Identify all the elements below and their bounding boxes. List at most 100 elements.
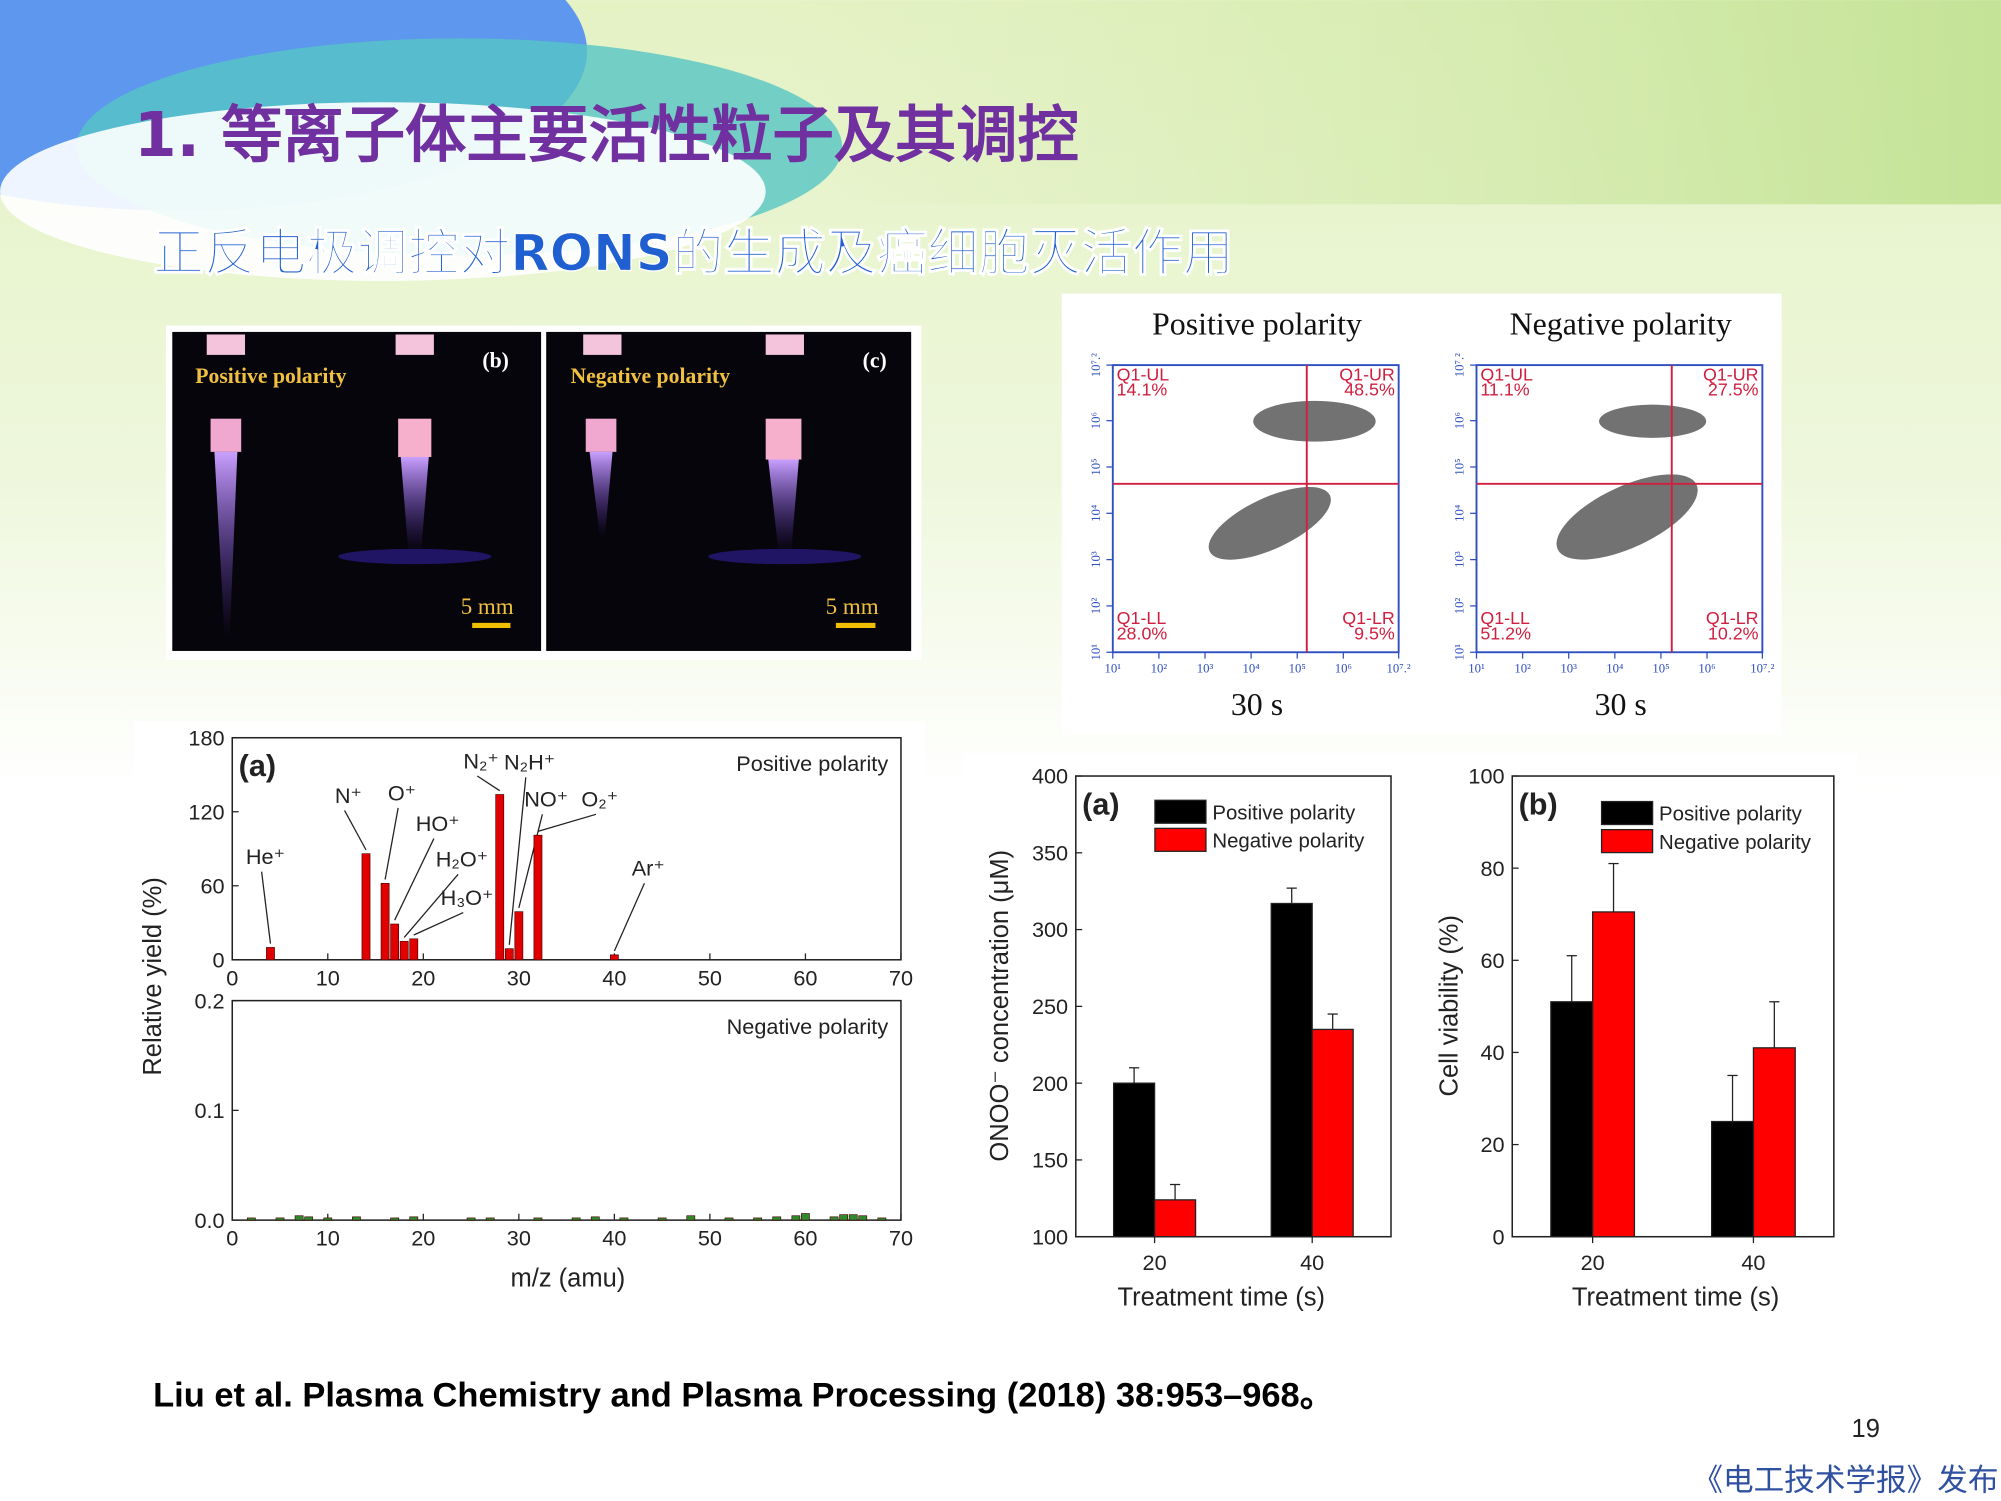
bar <box>466 1217 476 1221</box>
quadrant-name: Q1-LR <box>1342 608 1395 628</box>
panel-note: Positive polarity <box>736 751 888 776</box>
flow-tick-label: 10⁵ <box>1089 458 1103 475</box>
x-tick-label: 70 <box>889 965 913 990</box>
y-tick-label: 20 <box>1480 1132 1504 1157</box>
photo-label: Positive polarity <box>195 364 346 388</box>
bar <box>1270 902 1313 1238</box>
legend-label: Positive polarity <box>1659 804 1803 826</box>
x-axis-label: m/z (amu) <box>510 1264 625 1292</box>
legend-label: Negative polarity <box>1212 830 1365 852</box>
bar <box>801 1213 810 1221</box>
x-tick-label: 20 <box>1581 1250 1605 1275</box>
bar <box>753 1217 763 1221</box>
flow-tick-label: 10² <box>1514 662 1531 676</box>
peak-label: Ar⁺ <box>632 856 665 881</box>
quadrant-name: Q1-LR <box>1706 608 1759 628</box>
peak-label: N₂H⁺ <box>504 750 555 775</box>
slide-title: 1. 等离子体主要活性粒子及其调控 <box>134 100 1079 171</box>
y-tick-label: 100 <box>1032 1224 1068 1249</box>
bar <box>686 1215 696 1221</box>
peak-label: H₃O⁺ <box>441 885 494 910</box>
flow-tick-label: 10³ <box>1197 662 1214 676</box>
bar <box>829 1216 839 1221</box>
bar <box>1550 1001 1594 1238</box>
bar <box>485 1217 495 1221</box>
quadrant-value: 27.5% <box>1708 380 1759 400</box>
plasma-jets <box>206 334 876 636</box>
flow-tick-label: 10⁶ <box>1089 412 1103 429</box>
y-tick-label: 0 <box>213 947 225 972</box>
bar <box>514 911 524 961</box>
photo-label: Negative polarity <box>570 364 730 388</box>
flow-tick-label: 10³ <box>1453 551 1467 568</box>
page-number: 19 <box>1852 1415 1880 1443</box>
y-tick-label: 0.2 <box>194 988 224 1013</box>
bar <box>361 853 371 961</box>
flow-tick-label: 10¹ <box>1468 662 1485 676</box>
peak-arrow <box>403 873 459 938</box>
quadrant-name: Q1-LL <box>1117 608 1167 628</box>
peak-label: N⁺ <box>335 783 362 808</box>
peak-label: O⁺ <box>388 780 416 805</box>
peak-arrow <box>537 813 597 832</box>
flow-tick-label: 10¹ <box>1089 644 1103 661</box>
bar <box>495 794 505 961</box>
panel-note: Negative polarity <box>727 1014 889 1039</box>
bar <box>533 1217 543 1221</box>
y-tick-label: 40 <box>1480 1040 1504 1065</box>
x-tick-label: 70 <box>889 1226 913 1251</box>
flow-tick-label: 10² <box>1089 597 1103 614</box>
flow-tick-label: 10⁵ <box>1289 662 1306 676</box>
photo-tag: (c) <box>863 349 887 373</box>
bar <box>772 1216 782 1221</box>
bar <box>1311 1028 1354 1238</box>
scale-label: 5 mm <box>826 594 879 619</box>
x-tick-label: 0 <box>226 1226 238 1251</box>
quadrant-value: 51.2% <box>1480 623 1531 643</box>
flow-tick-label: 10⁷.² <box>1453 353 1467 377</box>
x-tick-label: 50 <box>698 965 722 990</box>
bar <box>409 1216 419 1221</box>
bar <box>380 882 390 961</box>
x-tick-label: 40 <box>1741 1250 1765 1275</box>
quadrant-value: 14.1% <box>1117 380 1168 400</box>
peak-label: H₂O⁺ <box>436 847 488 872</box>
footer: 《电工技术学报》发布 <box>1692 1464 1998 1498</box>
peak-arrow <box>394 838 435 921</box>
bar <box>1112 1082 1156 1238</box>
bar <box>724 1217 734 1221</box>
y-tick-label: 0.0 <box>194 1208 224 1233</box>
flow-tick-label: 10⁷.² <box>1089 353 1103 377</box>
quadrant-name: Q1-UL <box>1117 364 1170 384</box>
flow-tick-label: 10¹ <box>1105 662 1122 676</box>
peak-arrow <box>613 882 646 952</box>
flow-clusters <box>1208 400 1707 560</box>
y-tick-label: 100 <box>1468 764 1504 789</box>
bar <box>1710 1120 1755 1238</box>
flow-axes <box>1111 364 1400 654</box>
y-axis-label: ONOO⁻ concentration (μM) <box>986 850 1014 1162</box>
x-tick-label: 30 <box>507 1226 531 1251</box>
plot-area <box>1511 775 1835 1238</box>
bar <box>619 1217 629 1221</box>
flow-tick-label: 10⁴ <box>1606 662 1624 676</box>
citation: Liu et al. Plasma Chemistry and Plasma P… <box>153 1376 1334 1414</box>
flow-time: 30 s <box>1595 687 1647 722</box>
chart-frame <box>963 753 1857 1321</box>
bar <box>590 1216 600 1221</box>
y-tick-label: 120 <box>188 799 224 824</box>
swoosh <box>0 102 766 281</box>
bar <box>294 1215 304 1221</box>
peak-arrow <box>508 777 527 945</box>
bar <box>390 923 400 961</box>
panel-label: (a) <box>1082 787 1119 821</box>
bar <box>275 1217 285 1221</box>
x-tick-label: 40 <box>1300 1250 1324 1275</box>
y-axis-label: Cell viability (%) <box>1435 915 1463 1096</box>
plot-area <box>231 736 902 961</box>
bar <box>848 1214 858 1221</box>
quadrant-value: 9.5% <box>1354 623 1395 643</box>
peak-label: HO⁺ <box>416 811 460 836</box>
photo-tag: (b) <box>482 349 509 373</box>
